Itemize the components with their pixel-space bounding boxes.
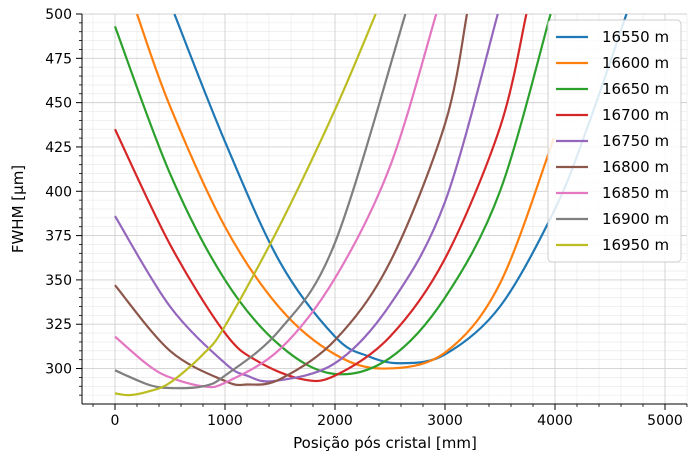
series-layer xyxy=(113,14,628,397)
legend-label: 16750 m xyxy=(602,132,669,150)
legend-label: 16800 m xyxy=(602,158,669,176)
legend-label: 16700 m xyxy=(602,106,669,124)
y-tick-label: 300 xyxy=(45,362,72,378)
x-axis-label: Posição pós cristal [mm] xyxy=(293,434,477,452)
axes: 0 1000 2000 3000 4000 5000 300 325 350 375 400 425 4… xyxy=(45,7,688,429)
x-tick-label: 3000 xyxy=(427,413,463,429)
legend-label: 16950 m xyxy=(602,236,669,254)
series-line-3 xyxy=(114,14,528,383)
y-tick-label: 325 xyxy=(45,317,72,333)
y-tick-label: 400 xyxy=(45,184,72,200)
legend-label: 16650 m xyxy=(602,80,669,98)
y-tick-label: 425 xyxy=(45,140,72,156)
x-tick-label: 2000 xyxy=(317,413,353,429)
x-tick-label: 5000 xyxy=(647,413,683,429)
y-tick-label: 450 xyxy=(45,96,72,112)
x-tick-label: 4000 xyxy=(537,413,573,429)
x-tick-label: 1000 xyxy=(207,413,243,429)
legend-label: 16900 m xyxy=(602,210,669,228)
series-line-6 xyxy=(114,14,438,389)
legend: 16550 m 16600 m 16650 m 16700 m 16750 m 16800… xyxy=(547,19,682,263)
y-tick-label: 375 xyxy=(45,229,72,245)
series-line-1 xyxy=(135,14,555,370)
legend-label: 16850 m xyxy=(602,184,669,202)
series-line-4 xyxy=(114,14,499,383)
legend-label: 16600 m xyxy=(602,54,669,72)
y-tick-label: 500 xyxy=(45,7,72,23)
series-line-7 xyxy=(114,14,407,390)
series-line-8 xyxy=(114,14,377,397)
legend-label: 16550 m xyxy=(602,28,669,46)
y-axis-label: FWHM [μm] xyxy=(9,165,27,253)
series-line-5 xyxy=(114,14,469,387)
legend-box xyxy=(547,19,682,263)
y-tick-label: 350 xyxy=(45,273,72,289)
x-tick-label: 0 xyxy=(111,413,120,429)
y-tick-label: 475 xyxy=(45,51,72,67)
series-line-2 xyxy=(113,14,552,376)
